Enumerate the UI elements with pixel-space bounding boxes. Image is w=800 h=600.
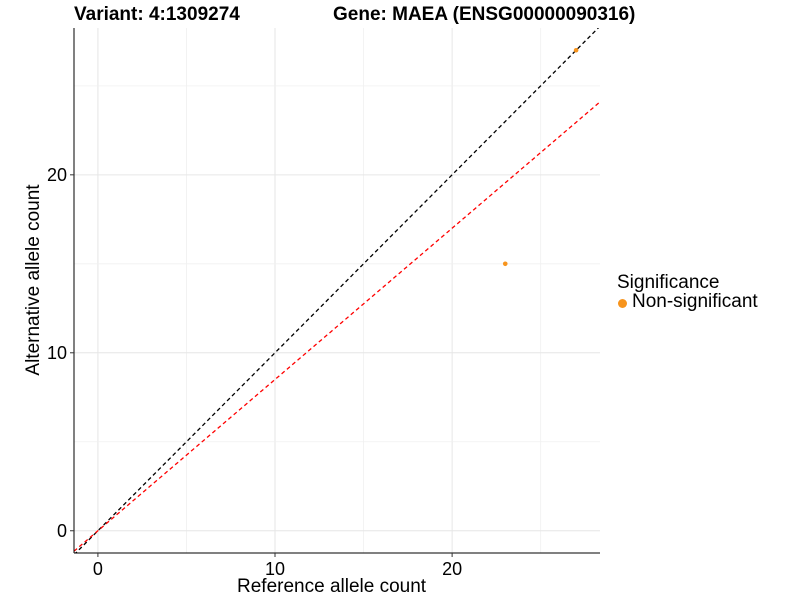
y-axis-label: Alternative allele count [23, 184, 44, 376]
reference-line-0 [74, 28, 600, 553]
grid-lines [74, 28, 600, 553]
legend-title: Significance [617, 272, 720, 293]
variant-title: Variant: 4:1309274 [74, 4, 240, 25]
x-tick-label: 20 [442, 559, 462, 579]
data-point [502, 261, 508, 267]
reference-line-1 [74, 101, 600, 552]
tick-labels: 0 10 20 0 10 20 [47, 165, 462, 579]
y-tick-label: 10 [47, 343, 67, 363]
x-tick-label: 10 [265, 559, 285, 579]
x-axis-label: Reference allele count [237, 576, 427, 597]
legend-label: Non-significant [632, 291, 758, 312]
y-tick-label: 20 [47, 165, 67, 185]
data-point [573, 47, 579, 53]
data-points [502, 47, 579, 267]
y-tick-label: 0 [57, 521, 67, 541]
legend-dot-icon [618, 298, 627, 308]
x-tick-label: 0 [93, 559, 103, 579]
axes [70, 28, 600, 557]
reference-lines [74, 28, 600, 553]
legend-item-non-significant: Non-significant [618, 291, 758, 313]
gene-title: Gene: MAEA (ENSG00000090316) [333, 4, 636, 25]
